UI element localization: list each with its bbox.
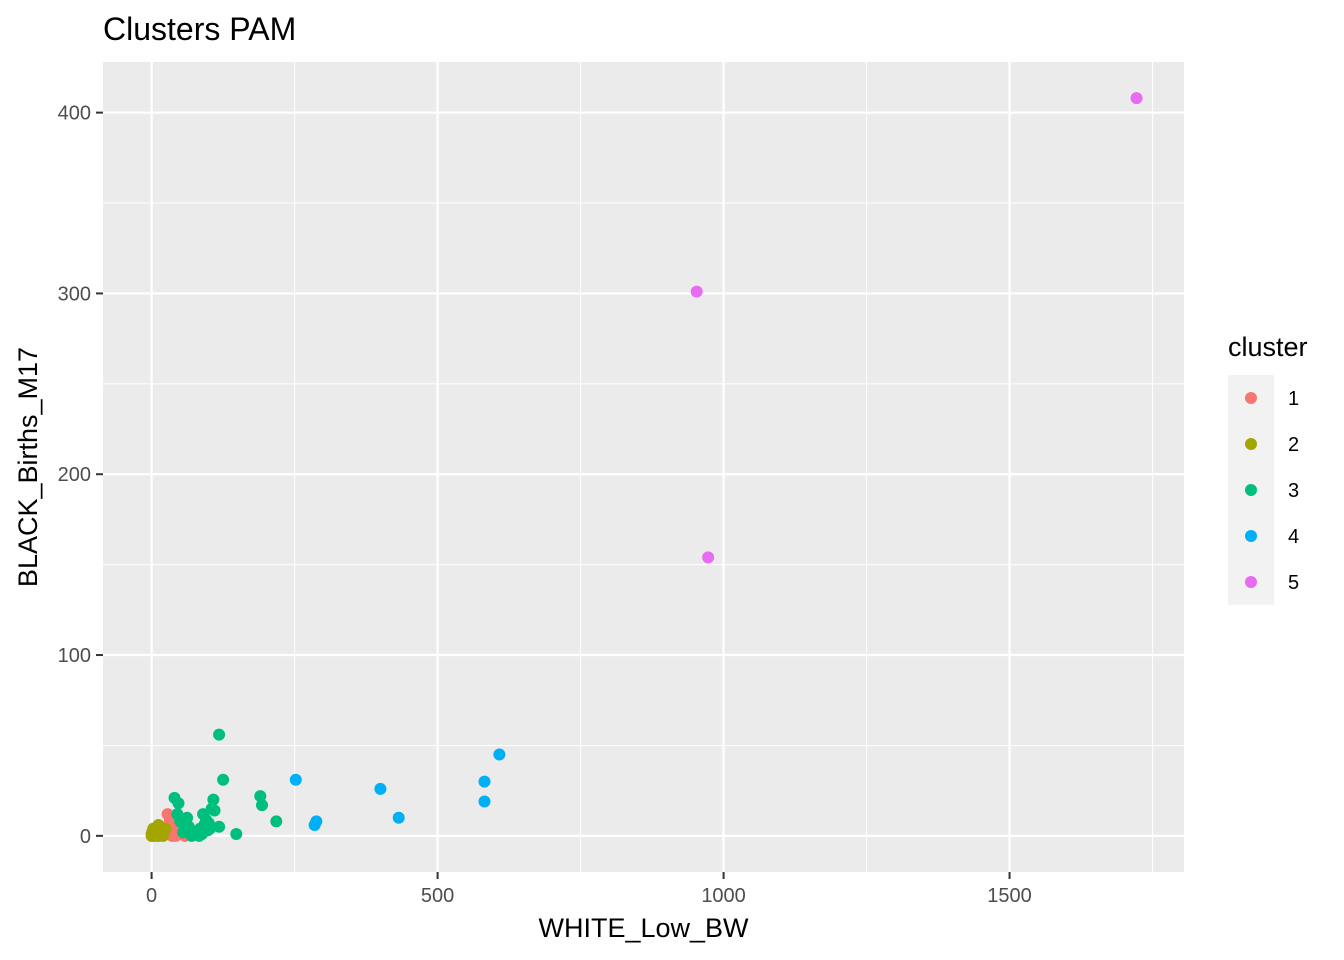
data-point-cluster-3: [172, 797, 185, 810]
data-point-cluster-3: [202, 817, 215, 830]
legend: cluster 1 2 3 4 5: [1228, 332, 1308, 605]
data-point-cluster-4: [308, 818, 321, 831]
data-point-cluster-3: [193, 829, 206, 842]
data-point-cluster-3: [213, 728, 226, 741]
data-point-cluster-5: [1130, 92, 1143, 105]
chart-title: Clusters PAM: [103, 11, 296, 47]
x-axis: 0 500 1000 1500: [146, 872, 1032, 907]
data-point-cluster-4: [493, 748, 506, 761]
y-tick-label: 100: [58, 645, 91, 667]
x-tick-label: 500: [421, 885, 454, 907]
x-tick-label: 0: [146, 885, 157, 907]
grid-major: [103, 62, 1184, 872]
y-tick-label: 400: [58, 103, 91, 125]
data-point-cluster-4: [289, 773, 302, 786]
grid-minor: [103, 62, 1184, 872]
legend-key-cluster-2: [1245, 438, 1257, 450]
data-point-cluster-4: [392, 811, 405, 824]
data-point-cluster-4: [374, 782, 387, 795]
legend-label-cluster-1: 1: [1288, 388, 1299, 410]
data-point-cluster-3: [177, 826, 190, 839]
legend-key-cluster-4: [1245, 530, 1257, 542]
y-axis-title: BLACK_Births_M17: [13, 347, 43, 587]
legend-key-cluster-1: [1245, 392, 1257, 404]
y-axis: 0 100 200 300 400: [58, 103, 103, 848]
plot-panel: [103, 62, 1184, 872]
x-axis-title: WHITE_Low_BW: [538, 913, 749, 943]
data-point-cluster-3: [171, 808, 184, 821]
data-point-cluster-2: [156, 828, 169, 841]
legend-title: cluster: [1228, 332, 1308, 362]
data-point-cluster-2: [147, 822, 160, 835]
data-point-cluster-3: [254, 790, 267, 803]
y-tick-label: 200: [58, 464, 91, 486]
y-tick-label: 300: [58, 283, 91, 305]
data-point-cluster-4: [478, 795, 491, 808]
data-point-cluster-3: [230, 828, 243, 841]
data-point-cluster-4: [478, 775, 491, 788]
legend-label-cluster-2: 2: [1288, 434, 1299, 456]
legend-label-cluster-3: 3: [1288, 480, 1299, 502]
data-point-cluster-3: [213, 820, 226, 833]
legend-key-cluster-5: [1245, 576, 1257, 588]
legend-key-cluster-3: [1245, 484, 1257, 496]
data-point-cluster-3: [270, 815, 283, 828]
y-tick-label: 0: [80, 826, 91, 848]
data-points: [145, 92, 1143, 842]
legend-label-cluster-5: 5: [1288, 572, 1299, 594]
data-point-cluster-3: [256, 799, 269, 812]
x-tick-label: 1500: [987, 885, 1032, 907]
x-tick-label: 1000: [701, 885, 746, 907]
data-point-cluster-3: [208, 804, 221, 817]
data-point-cluster-3: [207, 793, 220, 806]
legend-label-cluster-4: 4: [1288, 526, 1299, 548]
data-point-cluster-3: [217, 773, 230, 786]
data-point-cluster-5: [690, 285, 703, 298]
data-point-cluster-5: [702, 551, 715, 564]
